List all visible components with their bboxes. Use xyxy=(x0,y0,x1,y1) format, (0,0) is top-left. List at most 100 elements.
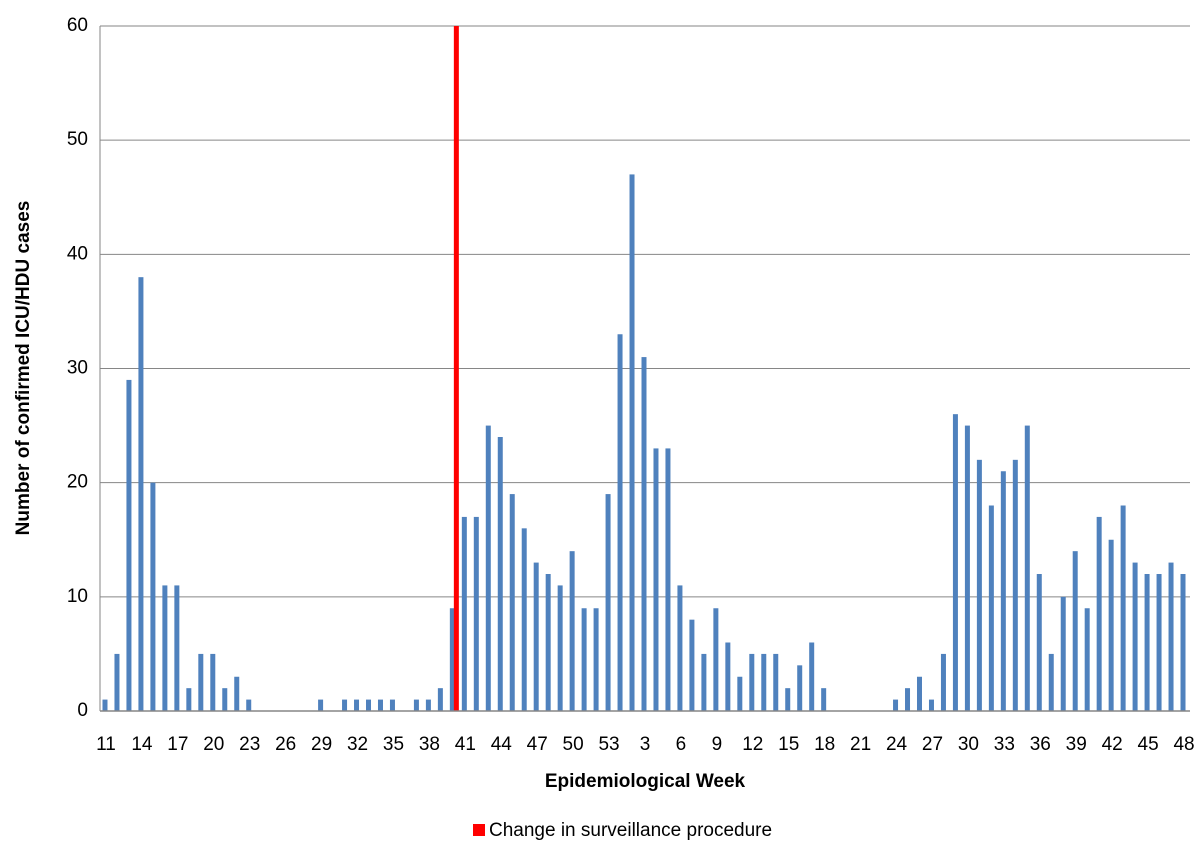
bar xyxy=(713,608,719,711)
bar xyxy=(940,653,946,711)
bar xyxy=(533,562,539,711)
x-tick-label: 53 xyxy=(598,734,619,755)
x-tick-label: 36 xyxy=(1030,734,1051,755)
bar xyxy=(569,551,575,711)
bar xyxy=(461,516,467,711)
bar xyxy=(473,516,479,711)
bar xyxy=(821,688,827,711)
x-tick-label: 50 xyxy=(563,734,584,755)
bar xyxy=(150,482,156,711)
legend-swatch xyxy=(473,824,485,836)
bar xyxy=(102,699,108,711)
bar xyxy=(1180,574,1186,711)
bar xyxy=(641,357,647,711)
x-tick-label: 27 xyxy=(922,734,943,755)
y-axis-title: Number of confirmed ICU/HDU cases xyxy=(13,201,34,536)
bar xyxy=(521,528,527,711)
x-tick-label: 11 xyxy=(96,734,116,755)
bar xyxy=(114,653,120,711)
bar xyxy=(629,174,635,711)
bar xyxy=(988,505,994,711)
x-tick-label: 38 xyxy=(419,734,440,755)
bar xyxy=(797,665,803,711)
bar xyxy=(737,676,743,711)
bar xyxy=(593,608,599,711)
bar xyxy=(653,448,659,711)
x-tick-label: 30 xyxy=(958,734,979,755)
y-tick-label: 10 xyxy=(67,586,88,607)
bar xyxy=(377,699,383,711)
x-tick-label: 32 xyxy=(347,734,368,755)
x-tick-label: 12 xyxy=(742,734,763,755)
bar xyxy=(342,699,348,711)
bar xyxy=(198,653,204,711)
y-tick-label: 20 xyxy=(67,472,88,493)
bar xyxy=(1108,539,1114,711)
y-tick-label: 60 xyxy=(67,15,88,36)
bar xyxy=(761,653,767,711)
bar xyxy=(1156,574,1162,711)
bar xyxy=(976,459,982,711)
bar xyxy=(234,676,240,711)
bar xyxy=(928,699,934,711)
bar xyxy=(773,653,779,711)
x-tick-label: 39 xyxy=(1066,734,1087,755)
bar xyxy=(1060,596,1066,711)
x-tick-label: 20 xyxy=(203,734,224,755)
x-tick-label: 18 xyxy=(814,734,835,755)
bar xyxy=(126,379,132,711)
bar xyxy=(545,574,551,711)
x-tick-label: 47 xyxy=(527,734,548,755)
bar xyxy=(186,688,192,711)
bar xyxy=(749,653,755,711)
bar xyxy=(964,425,970,711)
bar xyxy=(665,448,671,711)
bar xyxy=(916,676,922,711)
bar xyxy=(413,699,419,711)
bar xyxy=(893,699,899,711)
bar xyxy=(1084,608,1090,711)
y-tick-label: 40 xyxy=(67,243,88,264)
bar xyxy=(1096,516,1102,711)
bar xyxy=(1144,574,1150,711)
x-tick-label: 33 xyxy=(994,734,1015,755)
bar xyxy=(1000,471,1006,711)
bar xyxy=(1072,551,1078,711)
x-tick-label: 44 xyxy=(491,734,513,755)
bar xyxy=(617,334,623,711)
x-tick-label: 45 xyxy=(1138,734,1159,755)
bar xyxy=(785,688,791,711)
x-tick-label: 41 xyxy=(455,734,476,755)
bar xyxy=(1048,653,1054,711)
x-tick-label: 29 xyxy=(311,734,332,755)
x-tick-label: 14 xyxy=(131,734,153,755)
bar xyxy=(449,608,455,711)
bar xyxy=(222,688,228,711)
bar xyxy=(581,608,587,711)
bar xyxy=(809,642,815,711)
bar xyxy=(318,699,324,711)
bar xyxy=(701,653,707,711)
x-tick-label: 9 xyxy=(712,734,723,755)
bar xyxy=(1168,562,1174,711)
bar xyxy=(437,688,443,711)
bar xyxy=(725,642,731,711)
x-tick-label: 6 xyxy=(676,734,687,755)
x-tick-label: 3 xyxy=(640,734,651,755)
x-tick-label: 21 xyxy=(850,734,871,755)
bar xyxy=(354,699,360,711)
bar xyxy=(174,585,180,711)
bar xyxy=(1036,574,1042,711)
bar xyxy=(1024,425,1030,711)
x-tick-label: 23 xyxy=(239,734,260,755)
bar xyxy=(1012,459,1018,711)
bar xyxy=(1132,562,1138,711)
x-tick-label: 15 xyxy=(778,734,799,755)
bar xyxy=(1120,505,1126,711)
y-tick-label: 30 xyxy=(67,358,88,379)
bar xyxy=(509,494,515,711)
x-tick-label: 48 xyxy=(1173,734,1194,755)
x-tick-label: 17 xyxy=(167,734,188,755)
bar xyxy=(485,425,491,711)
